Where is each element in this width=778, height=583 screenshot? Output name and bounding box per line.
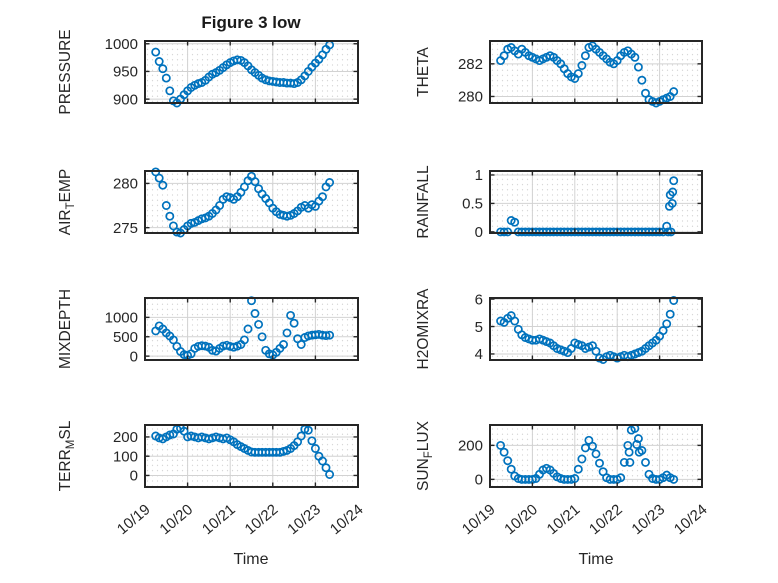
tick-marks xyxy=(144,425,359,487)
y-axis-label: THETA xyxy=(415,47,432,97)
subplot-terr-msl: 0 100 200 10/19 10/20 10/21 10/22 10/23 10/24 TER… xyxy=(57,420,367,538)
plot-frame xyxy=(144,170,359,234)
x-tick-label: 10/19 xyxy=(114,501,154,538)
plot-frame xyxy=(144,297,359,361)
tick-marks xyxy=(144,171,359,233)
plot-frame xyxy=(489,297,703,361)
x-tick-label: 10/20 xyxy=(156,501,196,538)
series-markers xyxy=(151,296,335,360)
x-tick-label: 10/21 xyxy=(199,501,239,538)
y-axis-label: AIRTEMP xyxy=(57,169,77,235)
y-tick-label: 1000 xyxy=(105,36,138,53)
y-tick-label: 1 xyxy=(475,167,483,184)
x-tick-label: 10/22 xyxy=(242,501,282,538)
y-tick-label: 0 xyxy=(130,468,138,485)
tick-marks xyxy=(144,298,359,360)
series-markers xyxy=(496,176,679,237)
y-tick-label: 6 xyxy=(475,291,483,308)
tick-marks xyxy=(489,298,703,360)
y-tick-label: 100 xyxy=(113,448,138,465)
tick-marks xyxy=(489,425,703,487)
y-tick-label: 900 xyxy=(113,91,138,108)
y-tick-label: 280 xyxy=(458,89,483,106)
y-tick-label: 275 xyxy=(113,220,138,237)
y-tick-label: 200 xyxy=(113,429,138,446)
x-tick-label: 10/23 xyxy=(628,501,668,538)
subplot-theta: 280 282 THETA xyxy=(415,40,703,108)
tick-marks xyxy=(489,171,703,233)
subplot-sun-flux: 0 200 10/19 10/20 10/21 10/22 10/23 10/24 SUNFLU… xyxy=(415,420,711,538)
plot-frame xyxy=(489,424,703,488)
y-tick-label: 1000 xyxy=(105,310,138,327)
y-tick-label: 0.5 xyxy=(462,196,483,213)
y-tick-label: 4 xyxy=(475,346,483,363)
figure-title: Figure 3 low xyxy=(201,13,301,32)
subplot-rainfall: 0 0.5 1 RAINFALL xyxy=(415,165,703,241)
y-tick-label: 200 xyxy=(458,438,483,455)
y-tick-label: 0 xyxy=(130,348,138,365)
y-tick-label: 0 xyxy=(475,224,483,241)
y-tick-label: 0 xyxy=(475,472,483,489)
y-tick-label: 282 xyxy=(458,56,483,73)
x-tick-label: 10/19 xyxy=(459,501,499,538)
series-markers xyxy=(496,41,679,108)
y-tick-label: 280 xyxy=(113,176,138,193)
y-axis-label: TERRMSL xyxy=(57,420,77,491)
series-markers xyxy=(151,423,335,479)
y-tick-label: 950 xyxy=(113,64,138,81)
y-tick-label: 500 xyxy=(113,329,138,346)
subplot-pressure: 900 950 1000 PRESSURE xyxy=(57,29,359,115)
subplot-mixdepth: 0 500 1000 MIXDEPTH xyxy=(57,289,359,369)
y-axis-label: SUNFLUX xyxy=(415,420,435,491)
xlabel-time-left: Time xyxy=(233,551,269,568)
plot-frame xyxy=(489,170,703,234)
y-axis-label: PRESSURE xyxy=(57,29,74,114)
series-markers xyxy=(496,296,679,364)
x-tick-label: 10/22 xyxy=(586,501,626,538)
y-tick-label: 5 xyxy=(475,319,483,336)
x-tick-label: 10/21 xyxy=(544,501,584,538)
subplot-h2omixra: 4 5 6 H2OMIXRA xyxy=(415,288,703,370)
tick-marks xyxy=(489,41,703,103)
y-axis-label: H2OMIXRA xyxy=(415,288,432,370)
tick-marks xyxy=(144,41,359,103)
y-axis-label: RAINFALL xyxy=(415,165,432,239)
plot-frame xyxy=(489,40,703,104)
x-tick-label: 10/24 xyxy=(671,501,711,538)
x-tick-label: 10/20 xyxy=(501,501,541,538)
xlabel-time-right: Time xyxy=(578,551,614,568)
subplot-air-temp: 275 280 AIRTEMP xyxy=(57,167,359,238)
x-tick-label: 10/24 xyxy=(327,501,367,538)
y-axis-label: MIXDEPTH xyxy=(57,289,74,369)
x-tick-label: 10/23 xyxy=(284,501,324,538)
